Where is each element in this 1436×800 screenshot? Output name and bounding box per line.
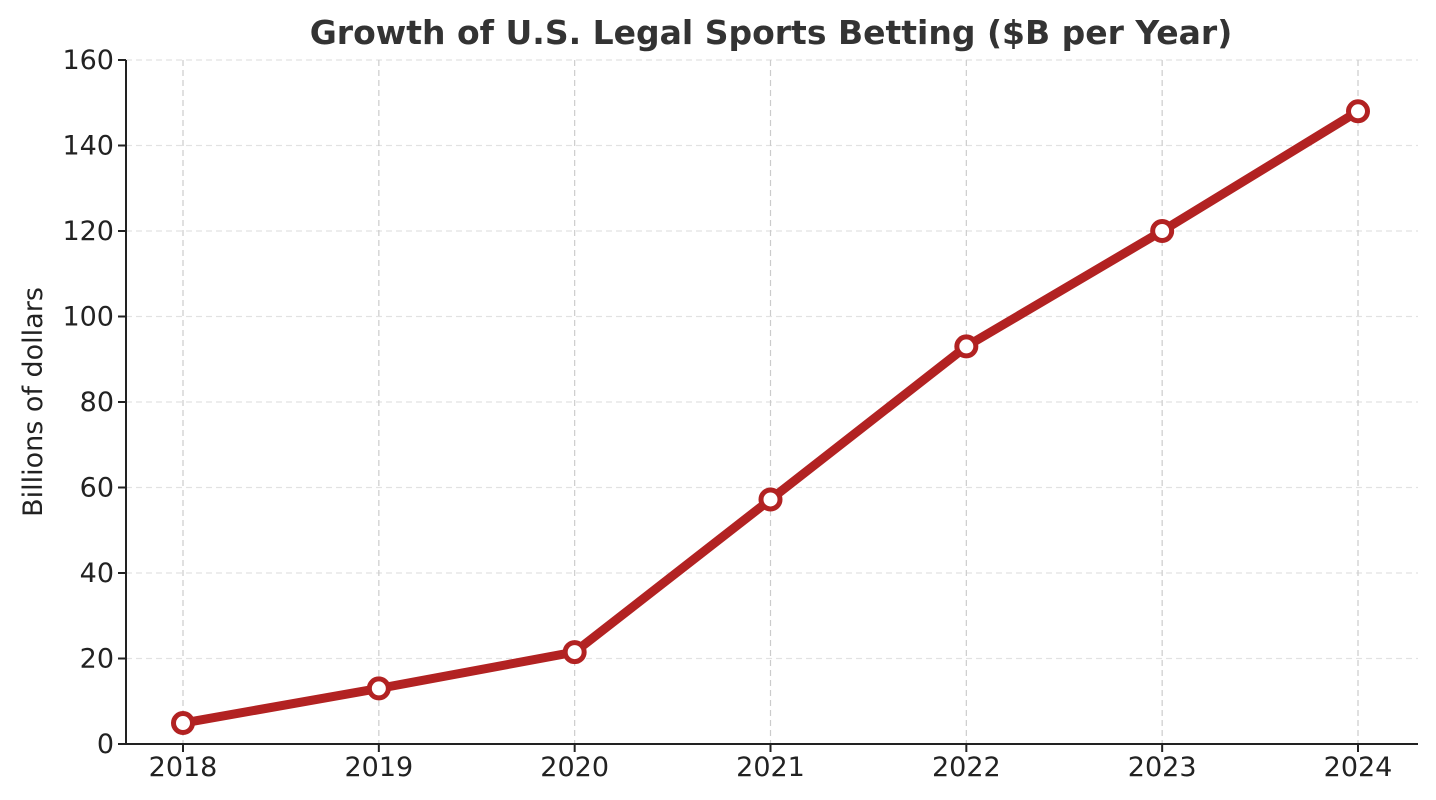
y-tick-label: 120 — [62, 216, 114, 247]
y-tick-label: 0 — [97, 729, 114, 760]
x-tick-label: 2021 — [736, 752, 805, 783]
x-tick-label: 2022 — [932, 752, 1001, 783]
y-axis-label: Billions of dollars — [18, 287, 49, 517]
x-ticks: 2018 2019 2020 2021 2022 2023 2024 — [149, 744, 1393, 783]
gridlines — [126, 59, 1418, 744]
series-group — [171, 99, 1370, 736]
x-tick-label: 2018 — [149, 752, 218, 783]
y-tick-label: 20 — [80, 644, 114, 675]
data-point-2021 — [758, 487, 783, 512]
x-tick-label: 2023 — [1128, 752, 1197, 783]
data-point-2019 — [366, 676, 391, 701]
y-tick-label: 40 — [80, 558, 114, 589]
y-ticks: 0 20 40 60 80 100 120 140 160 — [62, 45, 126, 760]
x-tick-label: 2020 — [540, 752, 609, 783]
data-point-2022 — [954, 334, 979, 359]
y-tick-label: 60 — [80, 473, 114, 504]
chart-title: Growth of U.S. Legal Sports Betting ($B … — [310, 13, 1233, 52]
y-tick-label: 100 — [62, 302, 114, 333]
y-tick-label: 140 — [62, 131, 114, 162]
data-point-2023 — [1150, 219, 1175, 243]
y-tick-label: 160 — [62, 45, 114, 76]
x-tick-label: 2019 — [344, 752, 413, 783]
data-point-2020 — [562, 640, 587, 665]
x-tick-label: 2024 — [1324, 752, 1393, 783]
data-point-2024 — [1346, 99, 1370, 124]
data-point-2018 — [171, 711, 195, 736]
y-tick-label: 80 — [80, 387, 114, 418]
